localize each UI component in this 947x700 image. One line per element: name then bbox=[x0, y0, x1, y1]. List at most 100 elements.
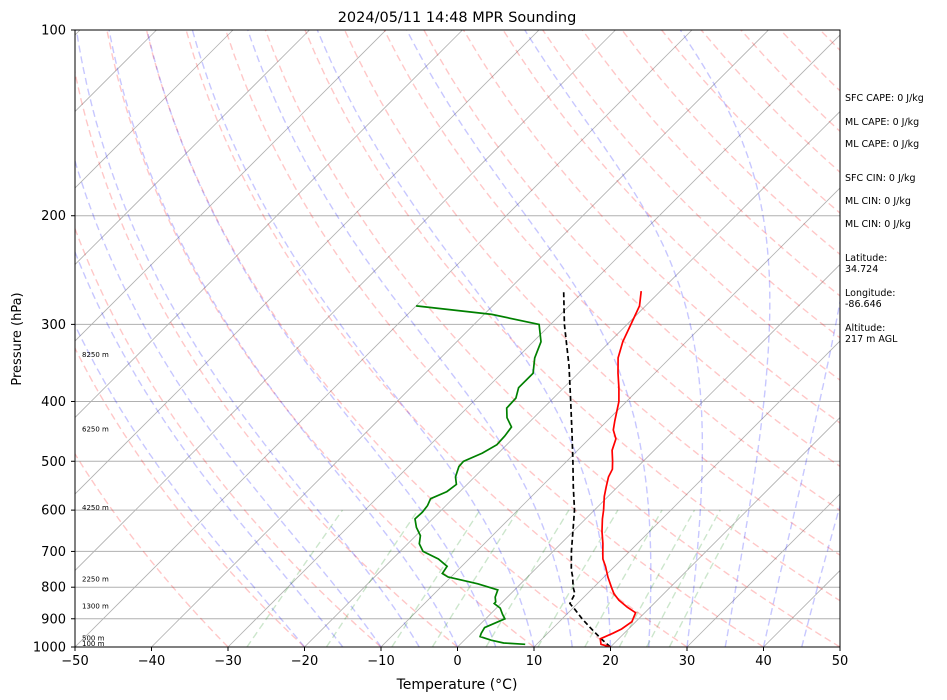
moist-adiabat-line bbox=[75, 30, 420, 647]
mixing-ratio-line bbox=[584, 509, 663, 647]
isotherm-line bbox=[227, 34, 840, 647]
sfc-cape-text: SFC CAPE: 0 J/kg bbox=[845, 93, 924, 104]
moist-adiabat-line bbox=[108, 30, 459, 647]
moist-adiabat-line bbox=[146, 30, 497, 647]
ml-cape-text: ML CAPE: 0 J/kg bbox=[845, 117, 920, 128]
chart-title: 2024/05/11 14:48 MPR Sounding bbox=[338, 10, 577, 26]
x-tick-label: 50 bbox=[832, 654, 849, 669]
height-label: 6250 m bbox=[82, 425, 109, 433]
y-axis-label: Pressure (hPa) bbox=[10, 292, 25, 385]
dry-adiabat-line bbox=[75, 68, 458, 647]
x-tick-label: −30 bbox=[214, 654, 241, 669]
mixing-ratio-line bbox=[391, 509, 481, 647]
moist-adiabat-line bbox=[191, 30, 535, 647]
y-tick-label: 900 bbox=[41, 612, 66, 627]
dewpoint-profile-line bbox=[414, 305, 542, 646]
y-tick-label: 700 bbox=[41, 545, 66, 560]
height-label: 500 m bbox=[82, 635, 105, 643]
altitude-value: 217 m AGL bbox=[845, 334, 898, 345]
x-tick-label: 30 bbox=[679, 654, 696, 669]
longitude-value: -86.646 bbox=[845, 299, 882, 310]
isotherm-line bbox=[533, 340, 840, 647]
x-axis-label: Temperature (°C) bbox=[396, 677, 518, 693]
moist-adiabat-line bbox=[75, 250, 344, 647]
y-tick-label: 500 bbox=[41, 455, 66, 470]
x-tick-label: −10 bbox=[367, 654, 394, 669]
x-tick-label: −50 bbox=[61, 654, 88, 669]
moist-adiabat-line bbox=[316, 30, 612, 647]
isotherm-line bbox=[686, 493, 840, 647]
dry-adiabat-line bbox=[75, 452, 229, 647]
moist-adiabat-line bbox=[679, 30, 771, 647]
y-tick-label: 400 bbox=[41, 395, 66, 410]
dry-adiabat-line bbox=[383, 30, 840, 512]
x-tick-label: −20 bbox=[291, 654, 318, 669]
parcel-profile-line bbox=[562, 292, 612, 647]
moist-adiabat-line bbox=[75, 323, 306, 647]
latitude-info: Latitude: 34.724 bbox=[845, 253, 887, 275]
dry-adiabat-line bbox=[343, 30, 840, 556]
height-label: 100 m bbox=[82, 640, 105, 648]
mixing-ratio-line bbox=[485, 509, 570, 647]
height-label: 8250 m bbox=[82, 351, 109, 359]
moist-adiabat-line bbox=[762, 298, 840, 647]
dry-adiabat-line bbox=[264, 30, 840, 647]
sfc-cin-text: SFC CIN: 0 J/kg bbox=[845, 173, 916, 184]
isotherm-line bbox=[917, 30, 947, 647]
x-tick-label: −40 bbox=[138, 654, 165, 669]
moist-adiabat-line bbox=[247, 30, 573, 647]
y-tick-label: 800 bbox=[41, 581, 66, 596]
moist-adiabat-line bbox=[524, 30, 704, 647]
mixing-ratio-line bbox=[618, 509, 696, 647]
altitude-label: Altitude: bbox=[845, 323, 886, 334]
mixing-ratio-line bbox=[325, 509, 419, 647]
dry-adiabat-line bbox=[502, 30, 840, 382]
mixing-ratio-line bbox=[537, 509, 619, 647]
dry-adiabat-line bbox=[185, 30, 688, 647]
mixing-ratio-line bbox=[645, 509, 721, 647]
latitude-label: Latitude: bbox=[845, 253, 888, 264]
y-tick-label: 200 bbox=[41, 209, 66, 224]
isotherm-line bbox=[610, 416, 840, 647]
dry-adiabat-line bbox=[581, 30, 840, 297]
dry-adiabat-line bbox=[304, 30, 840, 602]
altitude-info: Altitude: 217 m AGL bbox=[845, 323, 897, 345]
latitude-value: 34.724 bbox=[845, 264, 879, 275]
profile-lines bbox=[414, 291, 643, 647]
isotherm-line bbox=[304, 110, 840, 647]
moist-adiabat-line bbox=[75, 158, 382, 647]
x-tick-label: 20 bbox=[602, 654, 619, 669]
y-tick-label: 100 bbox=[41, 24, 66, 39]
height-label: 1300 m bbox=[82, 603, 109, 611]
y-tick-label: 600 bbox=[41, 504, 66, 519]
isotherm-line bbox=[75, 30, 540, 495]
mixing-ratio-line bbox=[431, 509, 519, 647]
temperature-profile-line bbox=[599, 291, 643, 647]
mixing-ratio-line bbox=[246, 509, 344, 647]
isotherm-line bbox=[380, 187, 840, 647]
height-label: 2250 m bbox=[82, 576, 109, 584]
isotherm-line bbox=[75, 30, 387, 342]
dry-adiabat-line bbox=[106, 30, 535, 647]
moist-adiabat-line bbox=[406, 30, 652, 647]
ml-cin-text: ML CIN: 0 J/kg bbox=[845, 196, 911, 207]
isotherm-line bbox=[0, 30, 4, 647]
x-tick-label: 40 bbox=[755, 654, 772, 669]
ml-cape-text-2: ML CAPE: 0 J/kg bbox=[845, 139, 920, 150]
longitude-info: Longitude: -86.646 bbox=[845, 288, 895, 310]
ml-cin-text-2: ML CIN: 0 J/kg bbox=[845, 219, 911, 230]
longitude-label: Longitude: bbox=[845, 288, 896, 299]
isotherm-line bbox=[75, 30, 463, 419]
y-tick-label: 300 bbox=[41, 318, 66, 333]
background-lines bbox=[0, 30, 947, 647]
isotherm-line bbox=[75, 30, 693, 647]
mixing-ratio-line bbox=[668, 509, 743, 647]
isotherm-line bbox=[457, 263, 840, 647]
dry-adiabat-line bbox=[145, 30, 611, 647]
isotherm-line bbox=[75, 30, 234, 189]
dry-adiabat-line bbox=[225, 30, 764, 647]
dry-adiabat-line bbox=[542, 30, 840, 339]
dry-adiabat-line bbox=[462, 30, 840, 424]
